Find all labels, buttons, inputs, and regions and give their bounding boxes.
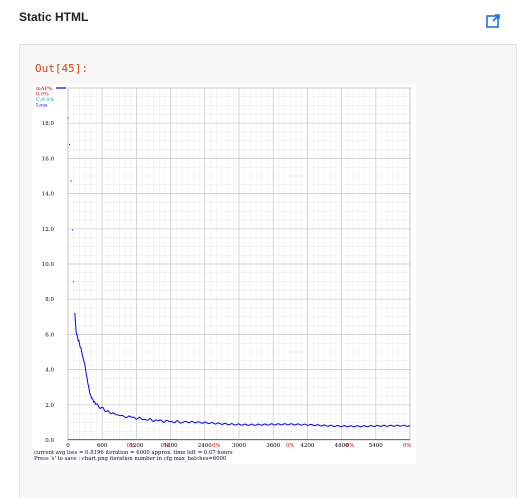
y-tick-label: 4.0 [45,368,54,374]
y-tick-label: 0.0 [45,438,54,444]
map-percent-marker: 0% [346,443,354,449]
x-tick-label: 600 [97,443,108,449]
legend-entry: mAP% [36,86,53,92]
x-tick-label: 4200 [300,443,314,449]
loss-point [71,229,74,231]
x-tick-label: 1200 [129,443,143,449]
x-tick-label: 4800 [335,443,349,449]
x-tick-label: 0 [66,443,70,449]
map-percent-marker: 0% [286,443,294,449]
loss-point [70,180,72,182]
page-title: Static HTML [19,10,89,24]
y-tick-label: 14.0 [42,192,55,198]
loss-point [73,281,75,283]
x-tick-label: 5400 [369,443,383,449]
y-tick-label: 18.0 [42,121,55,127]
map-percent-marker: 0% [127,443,135,449]
y-tick-label: 6.0 [45,332,54,338]
x-tick-label: 1800 [164,443,178,449]
x-tick-label: 3600 [266,443,280,449]
x-tick-label: 3000 [232,443,246,449]
loss-point [68,143,71,146]
y-tick-label: 2.0 [45,403,54,409]
x-tick-label: 2400 [198,443,212,449]
map-percent-marker: 0% [403,443,411,449]
legend-entry: Loss [36,103,48,109]
chart-footer-text: Press 's' to save : chart.png iteration … [34,456,227,462]
output-prompt-label: Out[45]: [35,62,88,75]
legend-entry: C:0.0% [36,97,54,103]
chart-footer-text: current avg loss = 0.8196 iteration = 60… [34,450,233,456]
loss-series-line [74,312,411,428]
map-percent-marker: 0% [212,443,220,449]
y-tick-label: 16.0 [42,156,55,162]
legend-entry: 0.0% [36,92,49,98]
loss-point [67,117,69,119]
map-percent-marker: 0% [161,443,169,449]
y-tick-label: 10.0 [42,262,55,268]
y-tick-label: 12.0 [42,227,55,233]
notebook-header: Static HTML [0,0,520,40]
training-loss-chart: 0.0 2.0 4.0 6.0 8.0 10.0 12.0 14.0 16.0 18.0 0 600 1… [32,84,416,464]
external-link-icon[interactable] [486,14,500,28]
y-tick-label: 8.0 [45,297,54,303]
